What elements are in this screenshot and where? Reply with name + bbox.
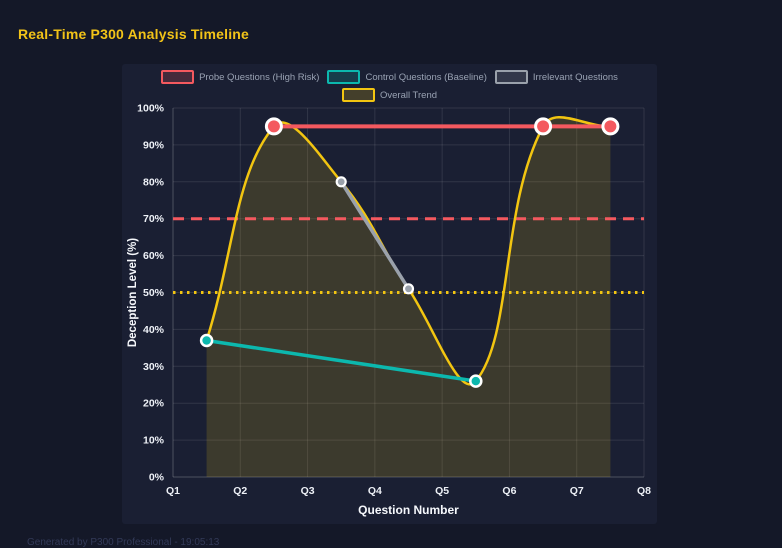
y-tick-label-50: 50% bbox=[143, 287, 165, 299]
x-tick-label-q8: Q8 bbox=[637, 485, 651, 497]
legend-label: Probe Questions (High Risk) bbox=[199, 71, 320, 83]
marker-probe-questions-high-risk-0[interactable] bbox=[264, 117, 283, 136]
marker-control-questions-baseline-1[interactable] bbox=[469, 374, 483, 388]
y-tick-label-70: 70% bbox=[143, 213, 165, 225]
marker-control-questions-baseline-0[interactable] bbox=[199, 333, 214, 348]
legend-label: Control Questions (Baseline) bbox=[365, 71, 487, 83]
overall-trend-area bbox=[206, 117, 611, 477]
series-line-control-questions-baseline bbox=[204, 338, 478, 383]
chart-legend: Probe Questions (High Risk) Control Quest… bbox=[122, 70, 657, 102]
legend-label: Irrelevant Questions bbox=[532, 71, 618, 83]
y-tick-label-90: 90% bbox=[143, 139, 165, 151]
marker-probe-questions-high-risk-2[interactable] bbox=[601, 117, 620, 136]
legend-swatch-icon bbox=[494, 70, 528, 84]
legend-swatch-icon bbox=[161, 70, 195, 84]
legend-label: Overall Trend bbox=[379, 89, 438, 101]
legend-row-2: Overall Trend bbox=[341, 88, 438, 102]
y-tick-label-60: 60% bbox=[143, 250, 165, 262]
series-line-irrelevant-questions bbox=[339, 180, 411, 291]
y-tick-label-100: 100% bbox=[137, 103, 165, 115]
legend-item-irrelevant-questions[interactable]: Irrelevant Questions bbox=[494, 70, 618, 84]
x-tick-label-q2: Q2 bbox=[233, 485, 247, 497]
x-tick-label-q3: Q3 bbox=[301, 485, 315, 497]
x-tick-label-q7: Q7 bbox=[570, 485, 584, 497]
x-tick-label-q4: Q4 bbox=[368, 485, 382, 497]
page-title: Real-Time P300 Analysis Timeline bbox=[18, 26, 250, 42]
x-axis-title: Question Number bbox=[358, 503, 459, 517]
legend-swatch-icon bbox=[341, 88, 375, 102]
marker-irrelevant-questions-0[interactable] bbox=[335, 176, 347, 188]
x-tick-label-q5: Q5 bbox=[435, 485, 449, 497]
x-tick-label-q1: Q1 bbox=[166, 485, 180, 497]
y-axis-title: Deception Level (%) bbox=[127, 238, 139, 347]
x-tick-label-q6: Q6 bbox=[502, 485, 516, 497]
y-tick-label-0: 0% bbox=[149, 472, 165, 484]
legend-row-1: Probe Questions (High Risk) Control Quest… bbox=[161, 70, 618, 84]
legend-item-probe-questions-high-risk[interactable]: Probe Questions (High Risk) bbox=[161, 70, 319, 84]
y-tick-label-10: 10% bbox=[143, 435, 165, 447]
footer-text: Generated by P300 Professional - 19:05:1… bbox=[27, 537, 220, 548]
y-tick-label-20: 20% bbox=[143, 398, 165, 410]
marker-probe-questions-high-risk-1[interactable] bbox=[534, 117, 553, 136]
y-tick-label-80: 80% bbox=[143, 176, 165, 188]
y-tick-label-30: 30% bbox=[143, 361, 165, 373]
legend-item-control-questions-baseline[interactable]: Control Questions (Baseline) bbox=[327, 70, 487, 84]
legend-swatch-icon bbox=[327, 70, 361, 84]
marker-irrelevant-questions-1[interactable] bbox=[402, 283, 415, 295]
y-tick-label-40: 40% bbox=[143, 324, 165, 336]
legend-item-overall-trend[interactable]: Overall Trend bbox=[341, 88, 438, 102]
